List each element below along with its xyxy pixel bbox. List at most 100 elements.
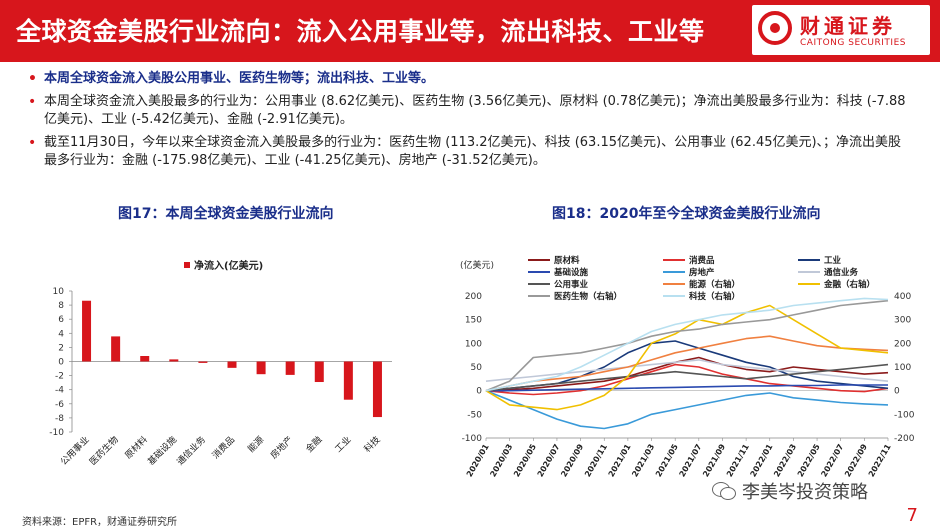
x-tick-label: 2022/05 (796, 442, 822, 478)
bullet-item: • 本周全球资金流入美股公用事业、医药生物等；流出科技、工业等。 (28, 70, 908, 88)
y-tick-label: -4 (55, 386, 64, 396)
y-tick-label: 4 (58, 329, 64, 339)
y-tick-label: 6 (58, 315, 64, 325)
x-tick-label: 2020/05 (512, 442, 538, 478)
right-y-tick-label: 200 (894, 339, 911, 349)
x-tick-label: 工业 (333, 434, 354, 455)
x-tick-label: 2022/11 (867, 442, 893, 478)
x-tick-label: 2020/07 (536, 443, 562, 479)
legend-label: 工业 (824, 255, 842, 266)
series-line (485, 363, 889, 392)
x-tick-label: 2022/09 (843, 442, 869, 478)
x-tick-label: 医药生物 (87, 434, 121, 468)
y-axis-unit-label: (亿美元) (460, 259, 494, 271)
page-number: 7 (906, 505, 918, 526)
legend-swatch (184, 262, 190, 268)
right-y-tick-label: 400 (894, 292, 911, 302)
bullet-text: 截至11月30日，今年以来全球资金流入美股最多的行业为：医药生物 (113.2亿… (44, 135, 902, 168)
page-title: 全球资金美股行业流向：流入公用事业等，流出科技、工业等 (16, 17, 705, 46)
legend-label: 公用事业 (554, 279, 589, 290)
header-bar: 全球资金美股行业流向：流入公用事业等，流出科技、工业等 财通证券 CAITONG… (0, 0, 940, 62)
series-line (485, 389, 889, 430)
x-tick-label: 能源 (245, 434, 266, 455)
bullet-dot-icon: • (28, 135, 37, 151)
logo-mark-icon (758, 11, 792, 45)
series-line (485, 297, 889, 392)
x-tick-label: 2022/07 (819, 443, 845, 479)
company-logo: 财通证券 CAITONG SECURITIES (752, 5, 930, 55)
x-tick-label: 原材料 (122, 434, 150, 462)
y-tick-label: 0 (58, 358, 64, 368)
bullet-list: • 本周全球资金流入美股公用事业、医药生物等；流出科技、工业等。 • 本周全球资… (28, 70, 908, 175)
bar (314, 361, 324, 383)
bar (343, 361, 353, 400)
left-y-tick-label: -100 (462, 434, 483, 444)
x-tick-label: 公用事业 (58, 434, 92, 468)
right-y-tick-label: -200 (894, 434, 915, 444)
y-tick-label: -10 (49, 428, 64, 438)
x-tick-label: 2020/11 (583, 442, 609, 478)
logo-text-en: CAITONG SECURITIES (800, 38, 906, 48)
x-tick-label: 基础设施 (145, 434, 179, 468)
right-y-tick-label: 0 (894, 387, 900, 397)
bar (198, 361, 208, 363)
bullet-text: 本周全球资金流入美股公用事业、医药生物等；流出科技、工业等。 (44, 71, 435, 86)
left-y-tick-label: 150 (465, 316, 482, 326)
left-y-tick-label: 100 (465, 339, 482, 349)
bullet-item: • 本周全球资金流入美股最多的行业为：公用事业 (8.62亿美元)、医药生物 (… (28, 93, 908, 129)
legend-label: 房地产 (689, 267, 715, 278)
bullet-dot-icon: • (28, 94, 37, 110)
y-tick-label: 2 (58, 343, 64, 353)
wechat-icon (712, 482, 736, 500)
series-line (485, 335, 889, 392)
bullet-item: • 截至11月30日，今年以来全球资金流入美股最多的行业为：医药生物 (113.… (28, 134, 908, 170)
legend-label: 医药生物（右轴） (554, 291, 622, 302)
legend-label: 能源（右轴） (689, 279, 740, 290)
y-tick-label: -6 (55, 400, 64, 410)
bar (256, 361, 266, 375)
legend-label: 科技（右轴） (689, 291, 740, 302)
series-line (485, 359, 889, 382)
series-line (486, 384, 888, 392)
x-tick-label: 房地产 (268, 434, 296, 462)
bullet-text: 本周全球资金流入美股最多的行业为：公用事业 (8.62亿美元)、医药生物 (3.… (44, 94, 906, 127)
source-note: 资料来源：EPFR，财通证券研究所 (22, 517, 178, 528)
x-tick-label: 2021/09 (701, 442, 727, 478)
x-tick-label: 2020/01 (465, 442, 491, 478)
x-tick-label: 金融 (303, 434, 324, 455)
x-tick-label: 2020/03 (488, 443, 514, 479)
series-line (485, 304, 889, 411)
legend-label: 通信业务 (824, 267, 859, 278)
right-y-tick-label: 100 (894, 363, 911, 373)
x-tick-label: 2022/03 (772, 443, 798, 479)
x-tick-label: 通信业务 (174, 434, 208, 468)
x-tick-label: 2021/03 (630, 443, 656, 479)
figure-18-title: 图18：2020年至今全球资金美股行业流向 (552, 206, 821, 222)
bar (82, 300, 92, 362)
legend-label: 基础设施 (553, 267, 589, 278)
bar (227, 361, 237, 368)
bar (372, 361, 382, 418)
x-tick-label: 2021/07 (678, 443, 704, 479)
x-tick-label: 2020/09 (559, 442, 585, 478)
legend-label: 原材料 (554, 255, 580, 266)
x-tick-label: 2022/01 (749, 442, 775, 478)
bar (285, 361, 295, 375)
legend-label: 金融（右轴） (823, 279, 875, 290)
left-y-tick-label: 200 (465, 292, 482, 302)
legend-label: 消费品 (689, 255, 715, 266)
x-tick-label: 消费品 (210, 434, 238, 462)
y-tick-label: 8 (58, 301, 64, 311)
legend-label: 净流入(亿美元) (194, 259, 263, 272)
x-tick-label: 科技 (361, 434, 382, 455)
right-y-tick-label: -100 (894, 410, 915, 420)
left-y-tick-label: -50 (467, 410, 482, 420)
bar (169, 359, 179, 362)
y-tick-label: -8 (55, 414, 64, 424)
y-tick-label: -2 (55, 372, 64, 382)
x-tick-label: 2021/11 (725, 442, 751, 478)
watermark-text: 李美岑投资策略 (742, 482, 868, 503)
bar (140, 356, 150, 362)
watermark: 李美岑投资策略 (712, 478, 868, 504)
